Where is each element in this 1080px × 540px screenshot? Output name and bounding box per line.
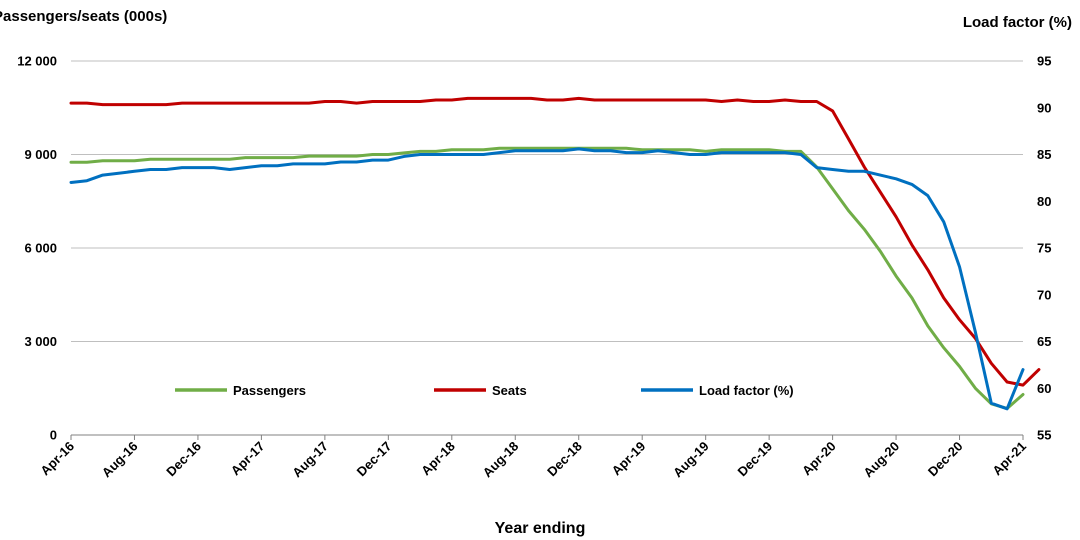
series-lines: [69, 96, 1041, 411]
y-left-tick-label: 3 000: [24, 334, 57, 349]
y-left-tick-label: 6 000: [24, 241, 57, 256]
y-right-tick-label: 70: [1037, 287, 1051, 302]
gridlines: [71, 60, 1023, 342]
legend-label: Load factor (%): [699, 383, 794, 398]
y-right-tick-label: 95: [1037, 54, 1051, 69]
legend-label: Seats: [492, 383, 527, 398]
x-tick-label: Dec-18: [544, 439, 585, 480]
legend: Passengers Seats Load factor (%): [175, 383, 794, 398]
x-tick-label: Apr-21: [989, 439, 1029, 479]
x-tick-label: Aug-16: [99, 439, 141, 481]
y-left-tick-label: 0: [50, 428, 57, 443]
y-left-tick-label: 9 000: [24, 147, 57, 162]
x-tick-label: Dec-17: [354, 439, 395, 480]
x-tick-label: Apr-20: [799, 439, 839, 479]
x-tick-label: Apr-18: [418, 439, 458, 479]
y-right-tick-label: 85: [1037, 147, 1051, 162]
y-left-tick-label: 12 000: [17, 54, 57, 69]
x-tick-label: Dec-19: [734, 439, 775, 480]
x-tick-label: Aug-20: [860, 439, 902, 481]
x-tick-label: Aug-18: [480, 439, 522, 481]
x-axis: Apr-16 Aug-16 Dec-16 Apr-17 Aug-17 Dec-17 Apr-…: [37, 434, 1029, 481]
y-right-tick-label: 80: [1037, 194, 1051, 209]
y-right-tick-label: 65: [1037, 334, 1051, 349]
series-line-passengers: [69, 146, 1025, 410]
x-tick-label: Aug-17: [289, 439, 331, 481]
y-axis-left-title: Passengers/seats (000s): [0, 8, 168, 25]
y-axis-right-ticks: 55 60 65 70 75 80 85 90 95: [1037, 54, 1051, 443]
x-tick-label: Aug-19: [670, 439, 712, 481]
x-tick-label: Apr-16: [37, 439, 77, 479]
y-right-tick-label: 55: [1037, 428, 1051, 443]
y-right-tick-label: 90: [1037, 100, 1051, 115]
series-line-load-factor: [69, 147, 1025, 411]
y-axis-left-ticks: 0 3 000 6 000 9 000 12 000: [17, 54, 57, 443]
x-tick-label: Apr-17: [228, 439, 268, 479]
y-right-tick-label: 75: [1037, 241, 1051, 256]
y-right-tick-label: 60: [1037, 381, 1051, 396]
x-tick-label: Dec-20: [925, 439, 966, 480]
x-tick-label: Dec-16: [163, 439, 204, 480]
x-tick-label: Apr-19: [609, 439, 649, 479]
x-axis-title: Year ending: [494, 520, 586, 537]
legend-label: Passengers: [233, 383, 306, 398]
series-line-seats: [69, 96, 1041, 387]
y-axis-right-title: Load factor (%): [962, 14, 1072, 31]
